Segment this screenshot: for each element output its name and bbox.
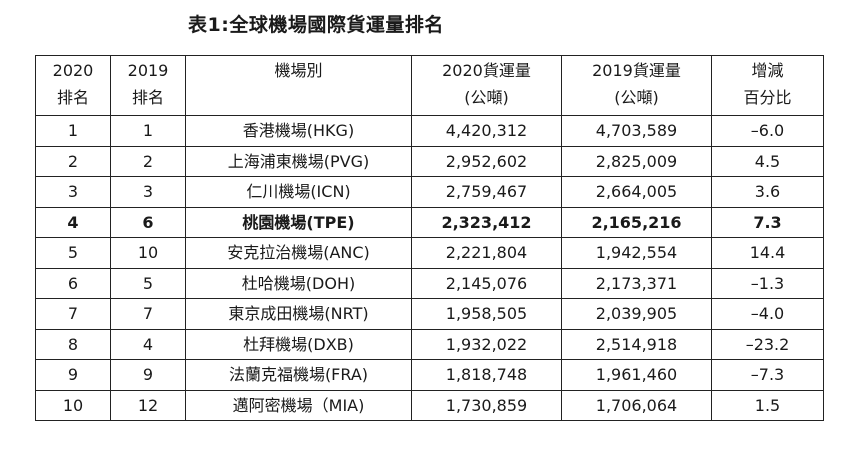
cargo-2020-cell: 2,323,412 xyxy=(411,206,562,238)
header-airport: 機場別 xyxy=(185,55,412,116)
table-row: 3 3 仁川機場(ICN) 2,759,467 2,664,005 3.6 xyxy=(35,176,824,208)
rank-2020-cell: 5 xyxy=(35,237,111,269)
header-cargo-2020-line2: (公噸) xyxy=(464,88,509,107)
header-airport-line1: 機場別 xyxy=(274,61,323,80)
cargo-2020-cell: 1,958,505 xyxy=(411,298,562,330)
rank-2020-cell: 9 xyxy=(35,359,111,391)
change-cell: 1.5 xyxy=(711,389,824,421)
cargo-2019-cell: 2,039,905 xyxy=(561,298,712,330)
cargo-2020-cell: 2,221,804 xyxy=(411,237,562,269)
header-rank-2019: 2019 排名 xyxy=(110,55,186,116)
rank-2020-cell: 3 xyxy=(35,176,111,208)
airport-cell: 仁川機場(ICN) xyxy=(185,176,412,208)
header-cargo-2020-line1: 2020貨運量 xyxy=(442,61,531,80)
cargo-2020-cell: 1,932,022 xyxy=(411,328,562,360)
header-cargo-2020: 2020貨運量 (公噸) xyxy=(411,55,562,116)
rank-2020-cell: 7 xyxy=(35,298,111,330)
change-cell: 4.5 xyxy=(711,145,824,177)
airport-cell: 法蘭克福機場(FRA) xyxy=(185,359,412,391)
header-cargo-2019-line2: (公噸) xyxy=(614,88,659,107)
rank-2020-cell: 1 xyxy=(35,115,111,147)
rank-2019-cell: 3 xyxy=(110,176,186,208)
cargo-2019-cell: 2,664,005 xyxy=(561,176,712,208)
header-change: 增減 百分比 xyxy=(711,55,824,116)
cargo-2019-cell: 1,961,460 xyxy=(561,359,712,391)
rank-2019-cell: 2 xyxy=(110,145,186,177)
header-cargo-2019-line1: 2019貨運量 xyxy=(592,61,681,80)
cargo-2020-cell: 2,759,467 xyxy=(411,176,562,208)
rank-2020-cell: 2 xyxy=(35,145,111,177)
airport-cell: 安克拉治機場(ANC) xyxy=(185,237,412,269)
table-row: 2 2 上海浦東機場(PVG) 2,952,602 2,825,009 4.5 xyxy=(35,145,824,177)
header-rank-2020-line2: 排名 xyxy=(56,88,89,107)
rank-2020-cell: 10 xyxy=(35,389,111,421)
rank-2020-cell: 8 xyxy=(35,328,111,360)
rank-2020-cell: 4 xyxy=(35,206,111,238)
header-rank-2019-line2: 排名 xyxy=(131,88,164,107)
airport-cell: 桃園機場(TPE) xyxy=(185,206,412,238)
header-rank-2019-line1: 2019 xyxy=(127,61,169,80)
cargo-2019-cell: 2,514,918 xyxy=(561,328,712,360)
airport-cell: 東京成田機場(NRT) xyxy=(185,298,412,330)
change-cell: –23.2 xyxy=(711,328,824,360)
header-cargo-2019: 2019貨運量 (公噸) xyxy=(561,55,712,116)
table-row: 9 9 法蘭克福機場(FRA) 1,818,748 1,961,460 –7.3 xyxy=(35,359,824,391)
table-row: 7 7 東京成田機場(NRT) 1,958,505 2,039,905 –4.0 xyxy=(35,298,824,330)
change-cell: 14.4 xyxy=(711,237,824,269)
rank-2019-cell: 1 xyxy=(110,115,186,147)
rank-2019-cell: 10 xyxy=(110,237,186,269)
table-row: 8 4 杜拜機場(DXB) 1,932,022 2,514,918 –23.2 xyxy=(35,328,824,360)
change-cell: –6.0 xyxy=(711,115,824,147)
table-row: 5 10 安克拉治機場(ANC) 2,221,804 1,942,554 14.… xyxy=(35,237,824,269)
change-cell: –1.3 xyxy=(711,267,824,299)
cargo-2019-cell: 4,703,589 xyxy=(561,115,712,147)
rank-2019-cell: 9 xyxy=(110,359,186,391)
header-change-line2: 百分比 xyxy=(743,88,792,107)
table-row: 6 5 杜哈機場(DOH) 2,145,076 2,173,371 –1.3 xyxy=(35,267,824,299)
rank-2019-cell: 6 xyxy=(110,206,186,238)
change-cell: –7.3 xyxy=(711,359,824,391)
cargo-2020-cell: 4,420,312 xyxy=(411,115,562,147)
cargo-2020-cell: 1,818,748 xyxy=(411,359,562,391)
airport-cell: 杜拜機場(DXB) xyxy=(185,328,412,360)
cargo-2019-cell: 2,173,371 xyxy=(561,267,712,299)
table-row: 10 12 邁阿密機場（MIA) 1,730,859 1,706,064 1.5 xyxy=(35,389,824,421)
rank-2019-cell: 12 xyxy=(110,389,186,421)
header-change-line1: 增減 xyxy=(751,61,784,80)
cargo-2019-cell: 1,706,064 xyxy=(561,389,712,421)
cargo-2019-cell: 2,165,216 xyxy=(561,206,712,238)
airport-cell: 杜哈機場(DOH) xyxy=(185,267,412,299)
header-rank-2020-line1: 2020 xyxy=(52,61,94,80)
cargo-2020-cell: 2,145,076 xyxy=(411,267,562,299)
airport-cell: 香港機場(HKG) xyxy=(185,115,412,147)
cargo-2020-cell: 2,952,602 xyxy=(411,145,562,177)
cargo-2019-cell: 1,942,554 xyxy=(561,237,712,269)
table-row-highlighted: 4 6 桃園機場(TPE) 2,323,412 2,165,216 7.3 xyxy=(35,206,824,238)
table-title: 表1:全球機場國際貨運量排名 xyxy=(188,14,444,36)
rank-2019-cell: 7 xyxy=(110,298,186,330)
rank-2019-cell: 4 xyxy=(110,328,186,360)
change-cell: –4.0 xyxy=(711,298,824,330)
cargo-ranking-table: 2020 排名 2019 排名 機場別 2020貨運量 (公噸) 2019貨運量… xyxy=(35,55,824,421)
cargo-2019-cell: 2,825,009 xyxy=(561,145,712,177)
header-row: 2020 排名 2019 排名 機場別 2020貨運量 (公噸) 2019貨運量… xyxy=(35,55,824,116)
change-cell: 3.6 xyxy=(711,176,824,208)
cargo-2020-cell: 1,730,859 xyxy=(411,389,562,421)
header-rank-2020: 2020 排名 xyxy=(35,55,111,116)
airport-cell: 上海浦東機場(PVG) xyxy=(185,145,412,177)
change-cell: 7.3 xyxy=(711,206,824,238)
table-row: 1 1 香港機場(HKG) 4,420,312 4,703,589 –6.0 xyxy=(35,115,824,147)
airport-cell: 邁阿密機場（MIA) xyxy=(185,389,412,421)
rank-2020-cell: 6 xyxy=(35,267,111,299)
rank-2019-cell: 5 xyxy=(110,267,186,299)
